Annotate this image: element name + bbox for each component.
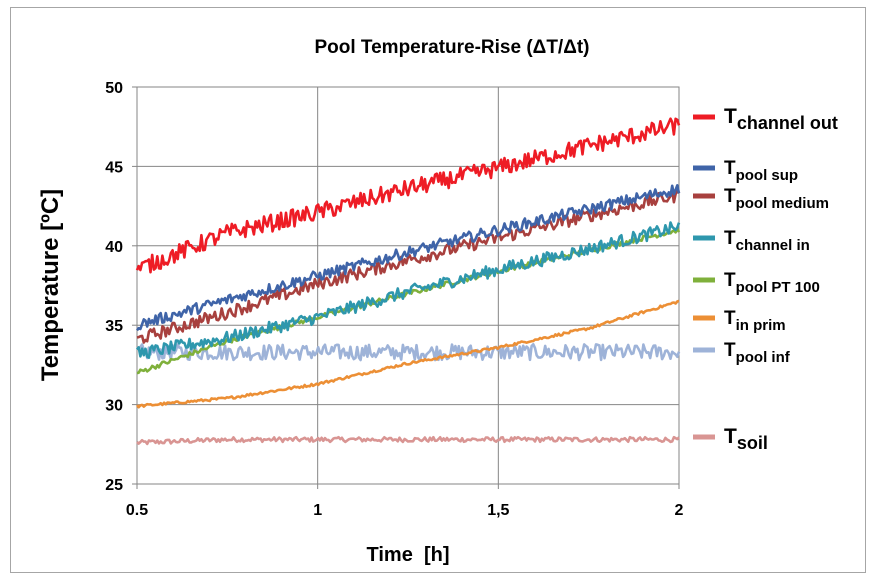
y-tick-label: 25: [105, 477, 123, 494]
legend-item: Tpool medium: [693, 186, 829, 212]
legend-label-sub: pool sup: [736, 167, 799, 184]
y-tick-label: 30: [105, 398, 123, 415]
series-lines: [135, 117, 681, 446]
legend-item: Tin prim: [693, 308, 786, 334]
x-tick-label: 0.5: [126, 502, 148, 519]
legend-label-main: T: [724, 425, 737, 448]
legend-label-main: T: [724, 270, 736, 291]
y-tick-label: 35: [105, 318, 123, 335]
legend-item: Tpool inf: [693, 340, 791, 366]
legend-label-main: T: [724, 158, 736, 179]
legend-label: Tpool sup: [724, 158, 798, 184]
legend-item: Tpool PT 100: [693, 270, 820, 296]
legend-label-sub: pool medium: [736, 195, 829, 212]
legend-label: Tpool PT 100: [724, 270, 820, 296]
legend-label-sub: channel in: [736, 237, 810, 254]
legend-label-sub: pool PT 100: [736, 279, 820, 296]
axes: 25 30 35 40 45 50 0.5 1 1,5 2: [105, 80, 683, 519]
legend-item: Tsoil: [693, 425, 768, 453]
series-line-pool-medium: [136, 188, 681, 344]
legend-label-main: T: [724, 228, 736, 249]
legend-item: Tchannel out: [693, 105, 838, 133]
legend-label-sub: soil: [737, 433, 768, 453]
series-line-pool-inf: [136, 343, 681, 362]
legend-label-main: T: [724, 186, 736, 207]
x-axis-label: Time [h]: [367, 544, 450, 566]
chart-frame: [10, 7, 866, 573]
legend-label-main: T: [724, 105, 737, 128]
legend-label-sub: pool inf: [736, 349, 791, 366]
y-tick-label: 40: [105, 239, 123, 256]
legend-label-main: T: [724, 308, 736, 329]
legend-label: Tchannel in: [724, 228, 810, 254]
x-tick-label: 1,5: [487, 502, 509, 519]
y-axis-label: Temperature [ºC]: [37, 189, 64, 381]
x-tick-label: 2: [675, 502, 684, 519]
series-line-in-prim: [135, 299, 680, 409]
series-line-pool-sup: [135, 184, 681, 332]
y-tick-label: 50: [105, 80, 123, 97]
series-line-channel-in: [135, 221, 681, 359]
y-tick-label: 45: [105, 159, 123, 176]
chart-title: Pool Temperature-Rise (ΔT/Δt): [314, 37, 589, 58]
series-line-channel-out: [135, 117, 681, 274]
legend-label: Tsoil: [724, 425, 768, 453]
legend-label: Tchannel out: [724, 105, 838, 133]
legend-label: Tin prim: [724, 308, 786, 334]
legend-label-sub: channel out: [737, 113, 838, 133]
legend-label-sub: in prim: [736, 317, 786, 334]
legend-item: Tpool sup: [693, 158, 798, 184]
legend-label: Tpool inf: [724, 340, 791, 366]
legend-label-main: T: [724, 340, 736, 361]
legend-item: Tchannel in: [693, 228, 810, 254]
series-line-soil: [136, 435, 680, 446]
legend-label: Tpool medium: [724, 186, 829, 212]
x-tick-label: 1: [313, 502, 322, 519]
grid: [136, 86, 680, 485]
